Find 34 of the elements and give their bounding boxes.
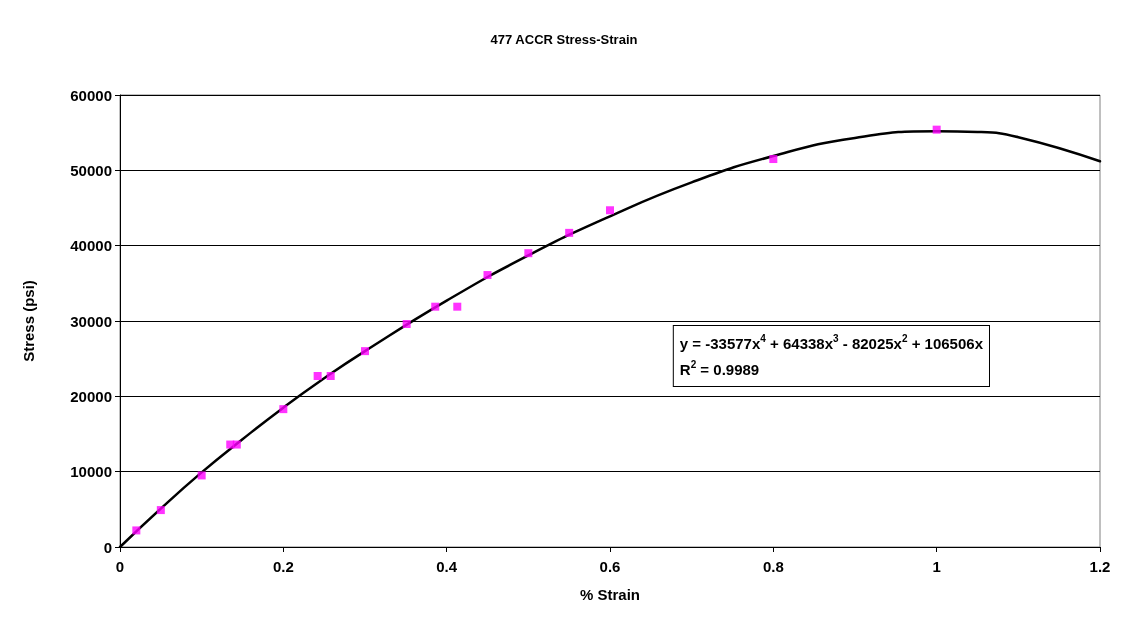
x-axis-title: % Strain xyxy=(579,586,641,603)
point xyxy=(606,206,614,215)
y-tick-label: 60000 xyxy=(70,86,112,104)
point xyxy=(361,347,369,356)
point xyxy=(313,371,322,380)
x-tick-label: 0.4 xyxy=(436,558,458,575)
y-tick-label: 0 xyxy=(103,538,112,556)
point xyxy=(402,320,411,329)
x-tick-label: 0.6 xyxy=(599,558,621,575)
point xyxy=(431,302,440,311)
point xyxy=(326,371,335,380)
point xyxy=(156,506,165,515)
point xyxy=(932,125,941,134)
x-tick-label: 0 xyxy=(115,558,125,575)
x-tick-label: 0.8 xyxy=(762,558,784,575)
point xyxy=(197,471,206,480)
y-axis-title: Stress (psi) xyxy=(20,280,37,362)
y-tick-label: 40000 xyxy=(70,237,112,255)
point xyxy=(769,155,778,164)
x-tick-label: 1 xyxy=(932,558,941,575)
point xyxy=(132,526,141,535)
x-tick-label: 0.2 xyxy=(272,558,294,575)
y-tick-label: 10000 xyxy=(70,463,112,481)
point xyxy=(565,228,574,237)
y-tick-label: 20000 xyxy=(70,387,112,405)
x-tick-label: 1.2 xyxy=(1089,558,1111,575)
point xyxy=(483,271,492,280)
point xyxy=(279,405,288,414)
y-tick-label: 30000 xyxy=(70,312,112,330)
point xyxy=(232,440,241,449)
point xyxy=(453,302,462,311)
y-tick-label: 50000 xyxy=(70,161,112,179)
chart-title: 477 ACCR Stress-Strain xyxy=(490,32,638,47)
point xyxy=(524,249,533,258)
